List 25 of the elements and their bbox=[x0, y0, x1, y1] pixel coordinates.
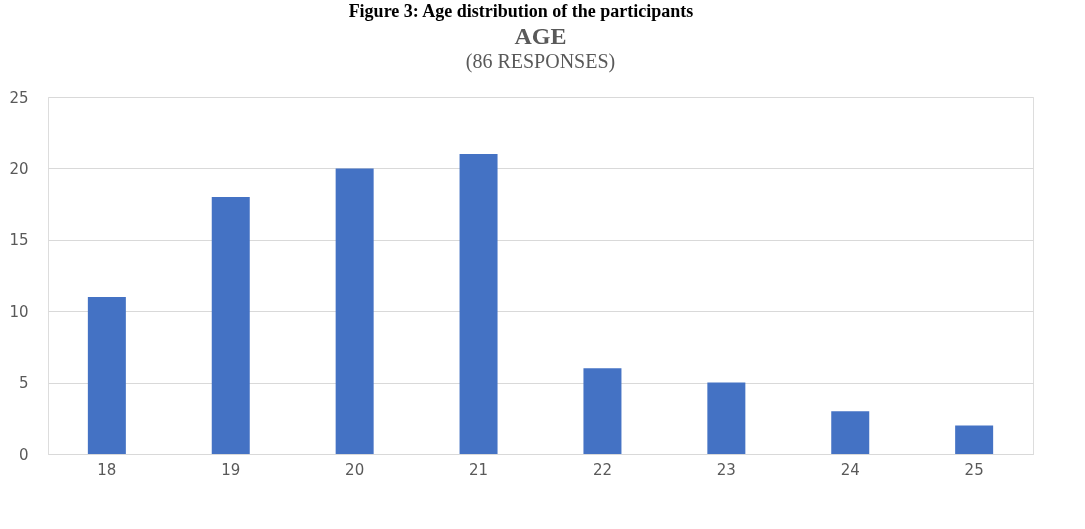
bar bbox=[459, 154, 498, 454]
y-tick-label: 15 bbox=[9, 231, 29, 250]
x-tick-label: 25 bbox=[964, 460, 984, 479]
bar bbox=[707, 382, 746, 454]
y-tick-label: 25 bbox=[9, 88, 29, 107]
x-tick-label: 21 bbox=[469, 460, 489, 479]
y-tick-label: 0 bbox=[18, 445, 29, 464]
x-tick-label: 18 bbox=[97, 460, 117, 479]
chart-subtitle: (86 RESPONSES) bbox=[465, 50, 616, 73]
y-tick-label: 5 bbox=[18, 374, 29, 393]
x-tick-label: 24 bbox=[840, 460, 860, 479]
chart-title: AGE bbox=[514, 23, 567, 49]
y-tick-label: 10 bbox=[9, 302, 29, 321]
y-tick-label: 20 bbox=[9, 159, 29, 178]
x-tick-label: 22 bbox=[592, 460, 612, 479]
bar bbox=[211, 196, 250, 454]
x-tick-label: 23 bbox=[716, 460, 736, 479]
caption: Figure 3: Age distribution of the participants bbox=[348, 0, 694, 21]
bar bbox=[583, 368, 622, 454]
bar bbox=[335, 168, 374, 454]
bar bbox=[831, 411, 870, 454]
x-tick-label: 19 bbox=[221, 460, 241, 479]
bar bbox=[955, 425, 994, 454]
bar bbox=[87, 296, 126, 454]
x-tick-label: 20 bbox=[345, 460, 365, 479]
